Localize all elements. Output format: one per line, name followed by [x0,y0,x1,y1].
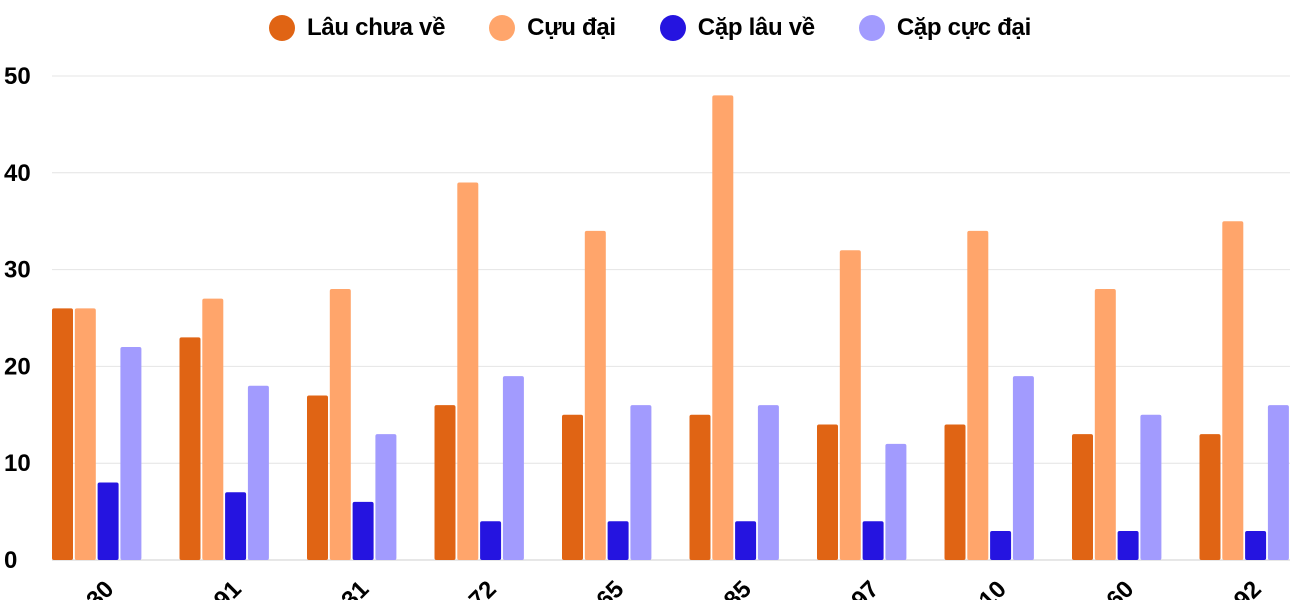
legend-item-cap-cuc-dai[interactable]: Cặp cực đại [858,14,1031,42]
bar [1072,434,1093,560]
x-tick-label: 10 [974,576,1012,600]
legend-item-lau-chua-ve[interactable]: Lâu chưa về [269,14,445,42]
x-tick-label: 31 [336,576,374,600]
bar [862,521,884,560]
bar [1222,221,1244,560]
bar [1199,434,1221,560]
bar [1117,530,1139,560]
bar [1267,405,1289,560]
legend-item-cuu-dai[interactable]: Cựu đại [489,14,616,42]
x-tick-label: 65 [591,576,629,600]
legend-dot-icon [269,15,296,41]
legend-label: Cựu đại [527,14,616,41]
legend-dot-icon [858,15,885,41]
bar [689,414,711,560]
x-tick-label: 60 [1101,576,1139,600]
bar [712,95,734,561]
bar [502,376,524,560]
bar [74,308,96,560]
bar [584,230,606,560]
bar [457,182,479,561]
bar [179,337,201,560]
bar [247,385,269,560]
x-tick-label: 72 [464,576,502,600]
bar [1140,414,1162,560]
bar [352,501,374,560]
x-tick-label: 91 [209,576,247,600]
y-tick-label: 50 [4,63,31,90]
bar [757,405,779,560]
bar [97,482,119,560]
legend-item-cap-lau-ve[interactable]: Cặp lâu về [659,14,815,42]
x-tick-label: 85 [719,576,757,600]
y-tick-label: 20 [4,353,31,380]
bar [1094,288,1116,560]
bar [735,521,757,560]
bar [120,347,142,560]
bar [885,443,907,560]
bar [202,298,224,560]
legend-dot-icon [659,15,686,41]
y-tick-label: 10 [4,450,31,477]
bar [434,405,456,560]
x-tick-label: 92 [1229,576,1267,600]
bar [562,414,583,560]
bar [630,405,652,560]
bar [225,492,247,560]
bar [375,434,397,560]
bar [607,521,629,560]
bar [990,530,1012,560]
legend: Lâu chưa về Cựu đại Cặp lâu về Cặp cực đ… [0,8,1300,48]
bar [1245,530,1267,560]
bar [839,250,861,561]
bar [944,424,966,560]
bar [817,424,838,560]
legend-label: Cặp lâu về [697,14,815,41]
bar [52,308,73,560]
x-tick-label: 97 [846,576,884,600]
bar [480,521,502,560]
bar [1012,376,1034,560]
y-tick-label: 30 [4,257,31,284]
bar [307,395,328,560]
legend-label: Cặp cực đại [896,14,1031,41]
bar [967,230,989,560]
bar [329,288,351,560]
legend-dot-icon [489,15,516,41]
y-tick-label: 0 [4,547,17,574]
y-tick-label: 40 [4,160,31,187]
x-tick-label: 30 [81,576,119,600]
legend-label: Lâu chưa về [307,14,446,41]
